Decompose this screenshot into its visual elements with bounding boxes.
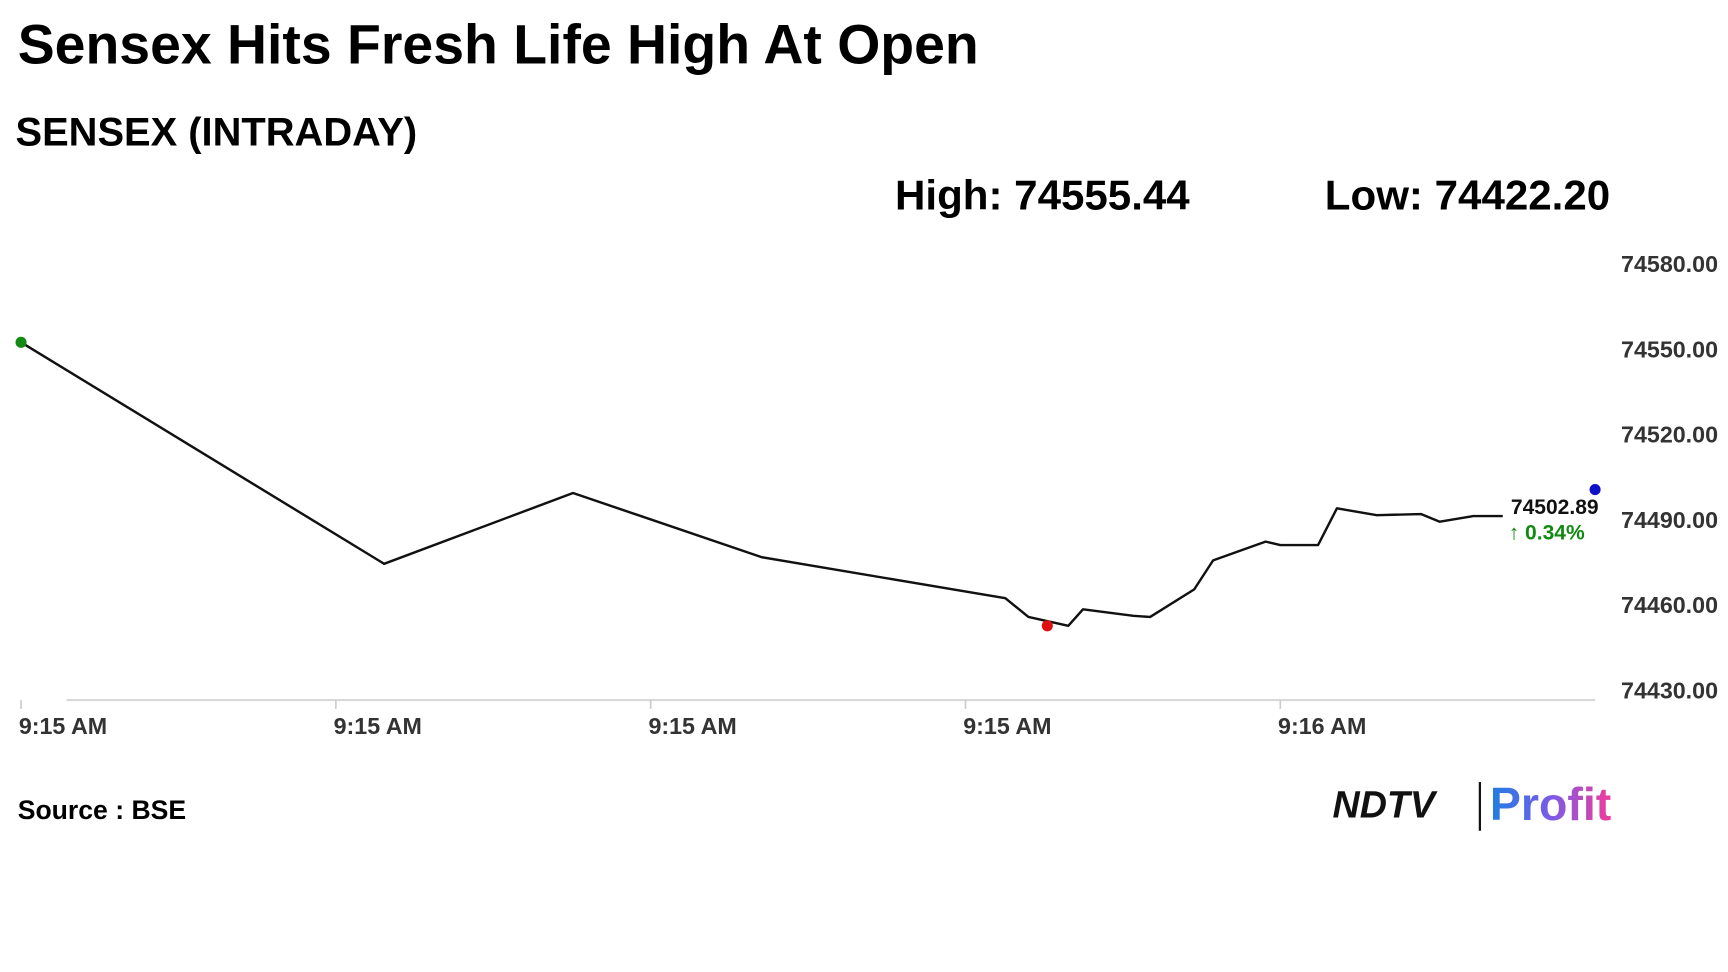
- chart-title: Sensex Hits Fresh Life High At Open: [18, 13, 979, 75]
- logo-brand: NDTV: [1333, 783, 1438, 825]
- price-line: [20, 341, 1503, 627]
- x-tick-label: 9:15 AM: [19, 713, 107, 739]
- marker-dot: [1041, 620, 1053, 632]
- change-label: ↑ 0.34%: [1509, 521, 1585, 544]
- y-tick-label: 74580.00: [1621, 251, 1718, 277]
- high-label: High: 74555.44: [895, 171, 1190, 218]
- x-tick-label: 9:15 AM: [648, 713, 736, 739]
- y-tick-label: 74460.00: [1621, 592, 1718, 618]
- source: Source : BSE: [18, 795, 186, 825]
- marker-dot: [1589, 484, 1601, 496]
- last-value: 74502.89: [1511, 496, 1599, 519]
- logo-product: Profit: [1490, 778, 1611, 830]
- y-tick-label: 74520.00: [1621, 422, 1718, 448]
- y-tick-label: 74430.00: [1621, 677, 1718, 703]
- x-tick-label: 9:15 AM: [334, 713, 422, 739]
- y-tick-label: 74490.00: [1621, 507, 1718, 533]
- low-label: Low: 74422.20: [1325, 171, 1610, 218]
- x-tick-label: 9:16 AM: [1278, 713, 1366, 739]
- chart-subtitle: SENSEX (INTRADAY): [16, 111, 418, 155]
- y-tick-label: 74550.00: [1621, 336, 1718, 362]
- marker-dot: [15, 336, 27, 348]
- x-tick-label: 9:15 AM: [963, 713, 1051, 739]
